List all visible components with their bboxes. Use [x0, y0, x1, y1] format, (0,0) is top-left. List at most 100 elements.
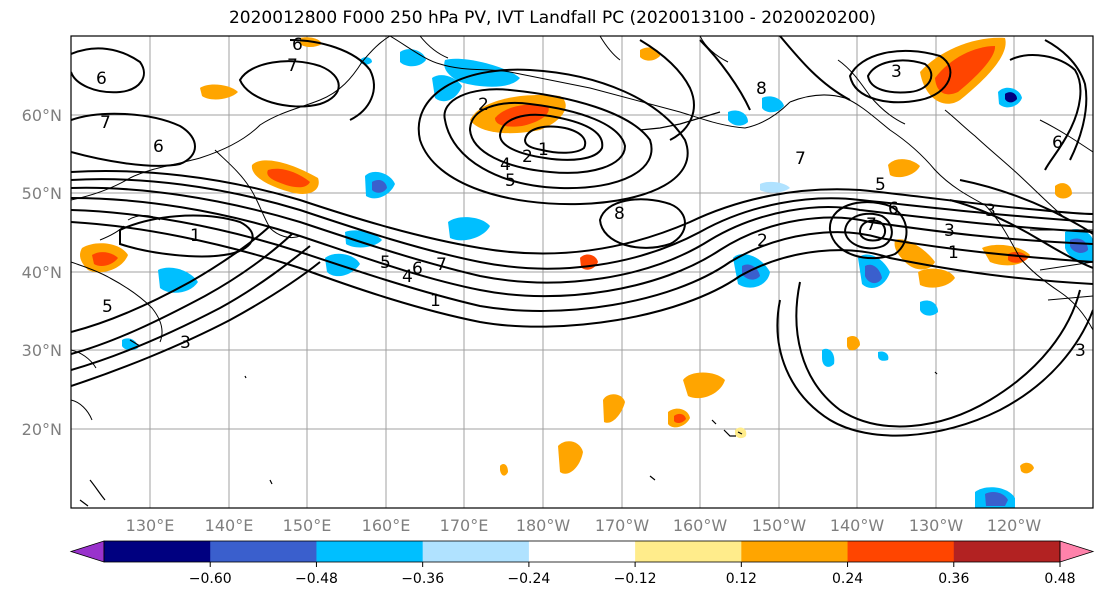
contour-label: 8	[614, 204, 625, 224]
contour-label: 6	[1052, 133, 1063, 153]
colorbar-segment	[847, 541, 955, 562]
colorbar-extend-max	[1059, 540, 1095, 563]
map-frame	[70, 35, 1094, 509]
lon-label: 140°W	[830, 516, 885, 535]
colorbar-tick-label: −0.12	[614, 571, 657, 587]
contour-label: 2	[478, 95, 489, 115]
colorbar-segment	[422, 541, 530, 562]
colorbar-tick-label: 0.24	[832, 571, 863, 587]
contour-label: 6	[412, 259, 423, 279]
pv-positive-area	[500, 464, 508, 476]
pv-negative-core	[1070, 238, 1088, 253]
pv-positive-core	[267, 168, 310, 188]
longitude-labels: 130°E 140°E 150°E 160°E 170°E 180°W 170°…	[126, 516, 1042, 535]
pv-positive-area	[918, 268, 955, 288]
contour-label: 6	[153, 137, 164, 157]
pv-positive-core	[935, 46, 996, 95]
colorbar-extend-min	[69, 540, 105, 563]
lon-label: 180°W	[516, 516, 571, 535]
lon-label: 160°E	[362, 516, 411, 535]
lon-label: 130°E	[126, 516, 175, 535]
contour-label: 5	[505, 171, 516, 191]
contour-label: 5	[102, 297, 113, 317]
latitude-labels: 60°N 50°N 40°N 30°N 20°N	[22, 106, 62, 439]
pv-positive-area	[603, 394, 625, 423]
lon-label: 140°E	[205, 516, 254, 535]
pv-positive-area	[200, 84, 238, 100]
lat-label: 30°N	[22, 341, 62, 360]
lat-label: 40°N	[22, 263, 62, 282]
pv-negative-area	[878, 351, 889, 361]
contour-label: 7	[287, 56, 298, 76]
colorbar-frame	[103, 540, 1061, 563]
colorbar-tick-label: −0.24	[507, 571, 550, 587]
contour-label: 1	[190, 226, 201, 246]
pv-negative-area	[760, 181, 790, 193]
contour-labels: 6 7 6 7 6 2 1 2 4 5 8 7 8 5 6 7 3 1 1 2 …	[96, 35, 1086, 361]
map-title: 2020012800 F000 250 hPa PV, IVT Landfall…	[228, 8, 876, 28]
pv-positive-area	[888, 159, 920, 178]
pv-negative-core	[865, 264, 882, 284]
contour-label: 3	[891, 62, 902, 82]
colorbar-tick-label: 0.12	[726, 571, 757, 587]
contour-label: 5	[380, 253, 391, 273]
contour-label: 1	[948, 243, 959, 263]
contour-label: 6	[292, 35, 303, 55]
contour-label: 3	[1075, 341, 1086, 361]
contour-label: 1	[430, 291, 441, 311]
pv-positive-area	[894, 239, 935, 270]
pv-positive-area	[1020, 462, 1034, 474]
pv-negative-area	[762, 96, 784, 113]
pv-negative-area	[158, 267, 198, 293]
contour-label: 2	[522, 147, 533, 167]
lat-label: 20°N	[22, 420, 62, 439]
contour-label: 7	[436, 255, 447, 275]
contour-label: 7	[795, 149, 806, 169]
contour-label: 2	[757, 231, 768, 251]
colorbar-segment	[210, 541, 317, 562]
pv-negative-core	[985, 492, 1008, 506]
lat-label: 50°N	[22, 184, 62, 203]
colorbar-segment	[104, 541, 211, 562]
contour-label: 8	[756, 79, 767, 99]
pv-positive-area	[683, 372, 725, 399]
colorbar-segment	[528, 541, 636, 562]
lon-label: 130°W	[909, 516, 964, 535]
lon-label: 150°W	[752, 516, 807, 535]
contour-label: 7	[100, 113, 111, 133]
colorbar-segment	[953, 541, 1061, 562]
islands	[79, 111, 938, 507]
pv-negative-core	[1005, 92, 1017, 103]
pv-positive-core	[92, 252, 118, 266]
lon-label: 160°W	[673, 516, 728, 535]
lon-label: 170°W	[595, 516, 650, 535]
lon-label: 170°E	[440, 516, 489, 535]
pv-positive-area	[847, 336, 860, 351]
contour-label: 6	[96, 69, 107, 89]
lat-label: 60°N	[22, 106, 62, 125]
contour-label: 4	[500, 155, 511, 175]
contour-label: 7	[866, 215, 877, 235]
lon-label: 120°W	[987, 516, 1042, 535]
contour-label: 6	[888, 199, 899, 219]
colorbar-tick-label: −0.60	[189, 571, 232, 587]
pv-negative-area	[728, 110, 748, 126]
pv-negative-area	[400, 49, 426, 67]
contour-label: 5	[875, 175, 886, 195]
pv-negative-core	[372, 180, 387, 193]
colorbar-tick-label: −0.36	[401, 571, 444, 587]
pv-contours	[71, 36, 1093, 437]
contour-label: 3	[180, 333, 191, 353]
colorbar-tick-label: −0.48	[295, 571, 338, 587]
pv-negative-area	[822, 348, 835, 367]
contour-label: 4	[402, 267, 413, 287]
colorbar-segment	[316, 541, 424, 562]
lon-label: 150°E	[283, 516, 332, 535]
colorbar-tick-label: 0.36	[938, 571, 969, 587]
pv-positive-core	[674, 413, 686, 424]
pv-negative-area	[325, 253, 360, 277]
colorbar-segment	[635, 541, 742, 562]
pv-positive-area	[1055, 183, 1072, 199]
pv-positive-area	[558, 441, 583, 474]
